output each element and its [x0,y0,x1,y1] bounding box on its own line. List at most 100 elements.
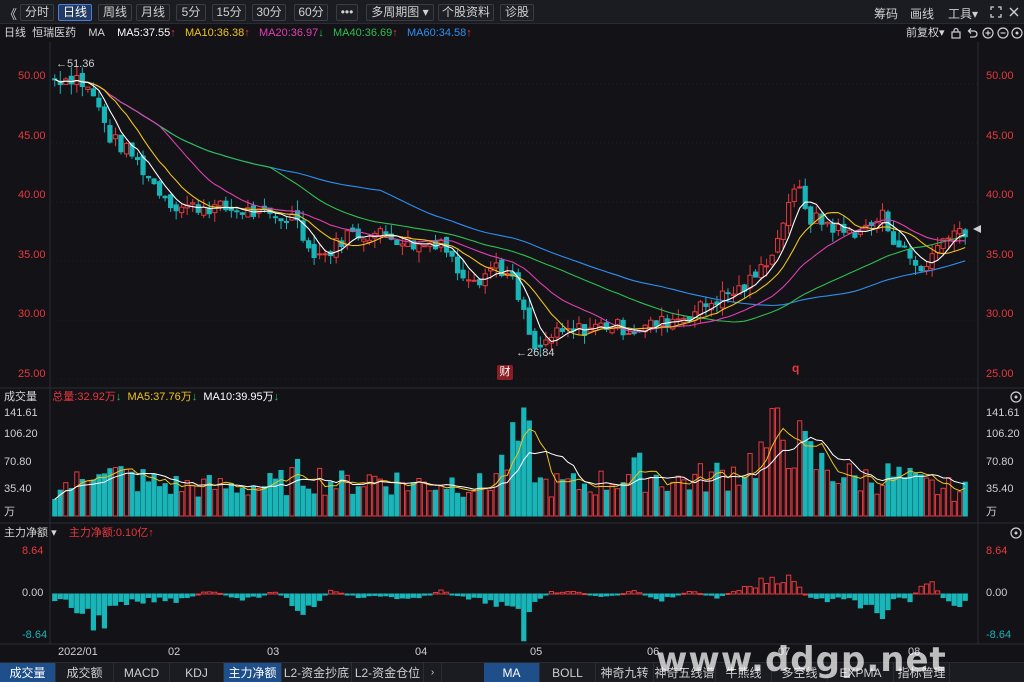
volume-bar [698,464,702,516]
price-tick: 40.00 [986,189,1014,201]
lock-icon[interactable] [950,27,962,39]
volume-bar [213,489,217,516]
flow-bar [803,594,807,595]
tab-main-flow[interactable]: 主力净额 [224,663,282,682]
candle-body [831,223,835,232]
volume-bar [229,483,233,516]
volume-bar [588,492,592,516]
settings-icon[interactable] [1011,27,1023,39]
flow-bar [919,586,923,594]
volume-bar [284,496,288,516]
volume-bar [919,475,923,516]
tab-ma[interactable]: MA [484,663,540,682]
settings-icon[interactable] [1010,527,1022,539]
flow-bar [737,591,741,594]
flow-bar [511,594,515,606]
volume-bar [141,470,145,516]
volume-bar [654,475,658,516]
volume-bar [682,480,686,516]
q-marker[interactable]: q [792,361,799,375]
date-tick: 2022/01 [58,646,98,658]
tab-volume[interactable]: 成交量 [0,663,56,682]
flow-bar [224,594,228,595]
flow-bar [787,575,791,594]
ma60-value: MA60:34.58↑ [407,27,472,39]
tab-kdj[interactable]: KDJ [170,663,224,682]
candle-body [627,333,631,334]
candle-body [858,232,862,234]
flow-bar [306,594,310,605]
flow-bar [301,594,305,614]
flow-bar [720,594,724,595]
undo-icon[interactable] [966,27,978,39]
volume-bar [433,490,437,516]
candle-body [224,201,228,210]
chart-canvas[interactable] [0,0,1024,662]
volume-bar [439,486,443,516]
flow-bar [958,594,962,606]
tab-nine-turn[interactable]: 神奇九转 [596,663,654,682]
candle-body [798,187,802,188]
flow-bar [389,594,393,597]
volume-bar [858,491,862,516]
last-price-marker [973,225,981,233]
zoom-in-icon[interactable] [982,27,994,39]
volume-bar [152,474,156,516]
flow-bar [610,594,614,595]
volume-bar [963,482,967,516]
volume-tick: 35.40 [986,483,1014,495]
candle-body [770,255,774,264]
price-tick: 50.00 [986,70,1014,82]
flow-bar [831,594,835,598]
candle-body [731,294,735,295]
volume-ma5-text: MA5:37.76万 [128,391,192,403]
flow-bar [726,593,730,594]
settings-icon[interactable] [1010,391,1022,403]
flow-bar [334,592,338,594]
volume-bar [301,486,305,516]
zoom-out-icon[interactable] [997,27,1009,39]
flow-bar [213,592,217,594]
flow-bar [169,594,173,598]
volume-bar [593,495,597,516]
flow-title-dropdown[interactable]: 主力净额 ▾ [4,527,57,539]
flow-bar [577,592,581,594]
volume-bar [163,484,167,516]
volume-bar [362,487,366,516]
chevron-right-icon[interactable]: › [424,663,442,682]
ma5-value: MA5:37.55↑ [117,27,176,39]
price-tick: 45.00 [18,130,46,142]
volume-bar [257,488,261,516]
tab-macd[interactable]: MACD [114,663,170,682]
adjust-dropdown[interactable]: 前复权▾ [906,26,945,41]
flow-bar [53,594,57,601]
volume-bar [113,468,117,516]
volume-bar [500,455,504,516]
candle-body [102,107,106,122]
candle-body [91,89,95,96]
flow-tick: -8.64 [22,629,47,641]
volume-bar [196,497,200,516]
candle-body [610,329,614,333]
volume-bar [941,488,945,516]
tab-turnover[interactable]: 成交额 [56,663,114,682]
flow-bar [312,594,316,607]
ma20-text: MA20:36.97 [259,27,318,39]
flow-bar [693,592,697,594]
chevron-down-icon: ▾ [51,527,57,539]
flow-bar [588,594,592,595]
volume-bar [102,474,106,516]
flow-bar [113,594,117,605]
tab-boll[interactable]: BOLL [540,663,596,682]
flow-bar [687,591,691,594]
volume-bar [599,471,603,516]
volume-bar [86,481,90,516]
ma-label[interactable]: MA [88,27,105,39]
flow-bar [207,592,211,594]
tab-l2-position[interactable]: L2-资金仓位 [352,663,424,682]
flow-bar [489,594,493,600]
tab-l2-bottom[interactable]: L2-资金抄底 [282,663,352,682]
volume-bar [119,467,123,516]
financial-report-marker[interactable]: 财 [497,365,513,380]
flow-bar [444,592,448,594]
